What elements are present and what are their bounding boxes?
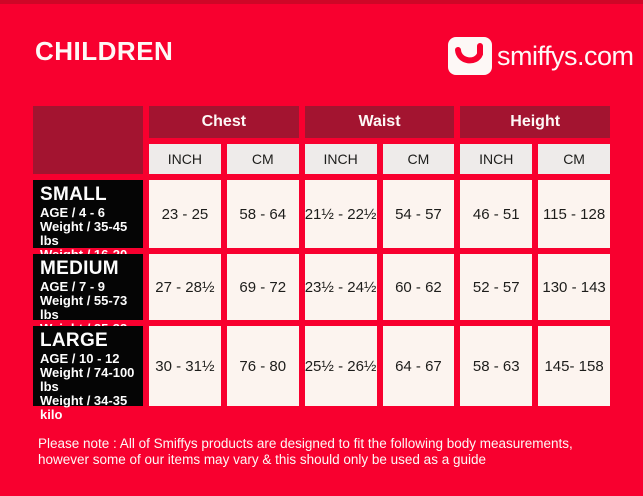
cell-medium-height-inch: 52 - 57 xyxy=(460,254,533,320)
cell-small-waist-cm: 54 - 57 xyxy=(382,180,455,248)
row-label-large: LARGE AGE / 10 - 12 Weight / 74-100 lbs … xyxy=(33,326,143,421)
unit-header-height-cm: CM xyxy=(538,144,610,174)
size-name: SMALL xyxy=(40,184,107,205)
size-age: AGE / 4 - 6 xyxy=(40,204,106,220)
cell-small-chest-inch: 23 - 25 xyxy=(149,180,221,248)
size-age: AGE / 10 - 12 xyxy=(40,350,120,366)
row-label-medium: MEDIUM AGE / 7 - 9 Weight / 55-73 lbs We… xyxy=(33,254,143,349)
cell-medium-chest-inch: 27 - 28½ xyxy=(149,254,221,320)
cell-large-waist-inch: 25½ - 26½ xyxy=(304,326,377,406)
size-table: Chest Waist Height INCH CM INCH CM INCH … xyxy=(33,106,610,421)
unit-header-waist-inch: INCH xyxy=(304,144,377,174)
table-corner-cell xyxy=(33,106,143,174)
unit-header-height-inch: INCH xyxy=(460,144,533,174)
unit-header-chest-cm: CM xyxy=(226,144,299,174)
cell-large-height-inch: 58 - 63 xyxy=(460,326,533,406)
column-header-height: Height xyxy=(460,106,610,138)
cell-medium-waist-inch: 23½ - 24½ xyxy=(304,254,377,320)
smiffys-logo: smiffys.com xyxy=(448,37,634,75)
cell-medium-chest-cm: 69 - 72 xyxy=(226,254,299,320)
size-weight-kilo: Weight / 34-35 kilo xyxy=(40,392,128,422)
top-edge-strip xyxy=(0,0,643,4)
cell-medium-waist-cm: 60 - 62 xyxy=(382,254,455,320)
unit-header-waist-cm: CM xyxy=(382,144,455,174)
size-weight-lbs: Weight / 74-100 lbs xyxy=(40,364,135,394)
row-label-small: SMALL AGE / 4 - 6 Weight / 35-45 lbs Wei… xyxy=(33,180,143,275)
unit-header-chest-inch: INCH xyxy=(149,144,221,174)
cell-small-chest-cm: 58 - 64 xyxy=(226,180,299,248)
smiffys-smile-icon xyxy=(448,37,492,75)
cell-large-waist-cm: 64 - 67 xyxy=(382,326,455,406)
footer-note: Please note : All of Smiffys products ar… xyxy=(38,436,618,468)
footer-note-line2: however some of our items may vary & thi… xyxy=(38,451,486,467)
cell-small-waist-inch: 21½ - 22½ xyxy=(304,180,377,248)
smiffys-logo-text: smiffys.com xyxy=(497,40,634,71)
footer-note-line1: Please note : All of Smiffys products ar… xyxy=(38,436,573,451)
cell-large-chest-cm: 76 - 80 xyxy=(226,326,299,406)
cell-large-height-cm: 145- 158 xyxy=(538,326,610,406)
column-header-waist: Waist xyxy=(304,106,455,138)
size-age: AGE / 7 - 9 xyxy=(40,278,106,294)
cell-small-height-inch: 46 - 51 xyxy=(460,180,533,248)
cell-medium-height-cm: 130 - 143 xyxy=(538,254,610,320)
size-weight-lbs: Weight / 55-73 lbs xyxy=(40,292,128,322)
size-weight-lbs: Weight / 35-45 lbs xyxy=(40,218,128,248)
size-name: LARGE xyxy=(40,330,108,351)
size-name: MEDIUM xyxy=(40,258,119,279)
cell-small-height-cm: 115 - 128 xyxy=(538,180,610,248)
page-title: CHILDREN xyxy=(35,36,174,66)
column-header-chest: Chest xyxy=(149,106,299,138)
cell-large-chest-inch: 30 - 31½ xyxy=(149,326,221,406)
